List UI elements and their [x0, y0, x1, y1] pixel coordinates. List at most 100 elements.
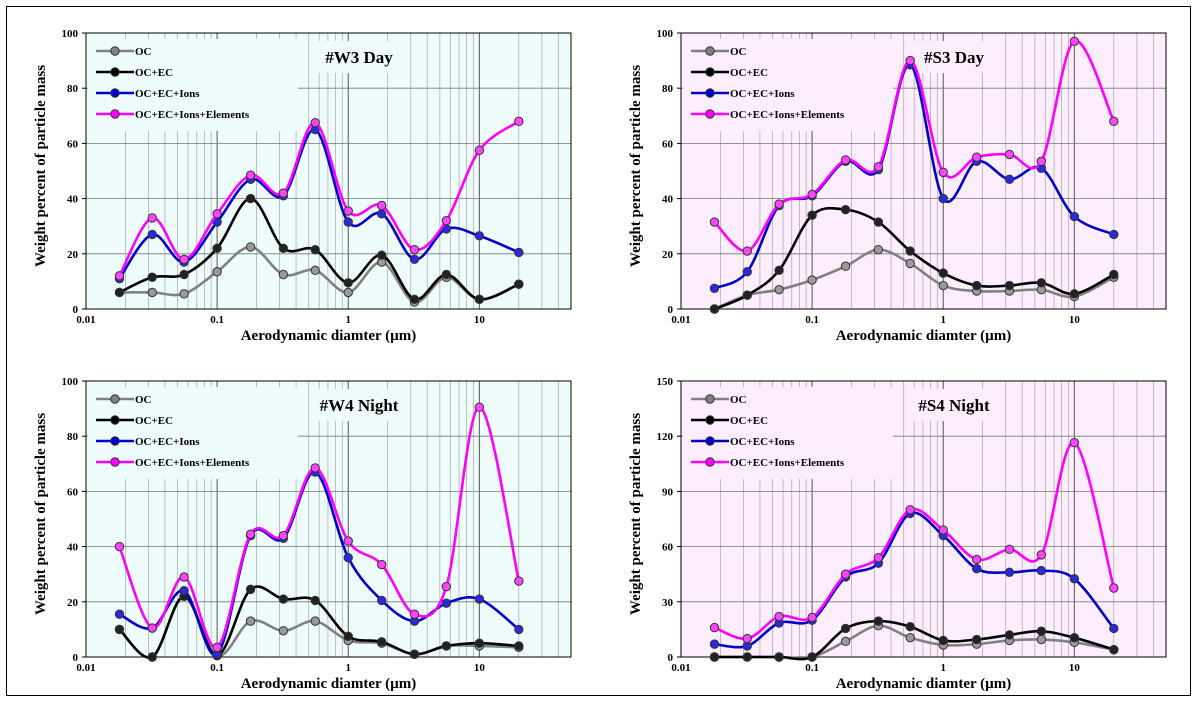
data-point [972, 554, 982, 565]
data-point [774, 199, 784, 209]
data-point [212, 209, 222, 219]
data-point [114, 271, 125, 281]
y-tick-label: 30 [662, 597, 674, 609]
data-point [343, 206, 353, 216]
data-point [114, 287, 125, 298]
data-point [1069, 36, 1080, 46]
data-point [840, 204, 851, 215]
data-point [709, 217, 720, 227]
chart-title-box: #W3 Day [311, 41, 408, 73]
data-point [742, 246, 752, 256]
data-point [310, 265, 320, 276]
data-point [245, 584, 256, 595]
data-point [972, 563, 982, 574]
data-point [514, 279, 524, 289]
data-point [1109, 644, 1119, 655]
data-point [514, 624, 524, 635]
legend-item: OC [691, 394, 747, 406]
y-tick-label: 60 [662, 138, 674, 150]
data-point [807, 612, 817, 623]
legend-background [683, 387, 893, 479]
legend-marker [110, 109, 120, 119]
data-point [742, 633, 752, 644]
data-point [310, 244, 320, 255]
data-point [343, 217, 353, 227]
legend-item: OC+EC+Ions+Elements [691, 457, 845, 469]
data-point [409, 294, 420, 305]
series-2 [114, 193, 524, 305]
x-tick-label: 1 [345, 662, 351, 674]
data-point [938, 193, 948, 204]
data-point [905, 246, 915, 256]
data-point [1036, 550, 1047, 560]
data-point [938, 268, 948, 278]
data-point [179, 269, 189, 280]
y-tick-label: 60 [662, 542, 674, 554]
data-point [972, 634, 982, 645]
y-tick-label: 20 [67, 597, 79, 609]
data-point [1036, 156, 1047, 167]
data-point [441, 581, 452, 592]
y-tick-label: 90 [662, 486, 674, 498]
data-point [807, 275, 817, 285]
data-point [147, 623, 157, 633]
data-point [938, 525, 948, 535]
x-tick-label: 10 [1069, 314, 1081, 326]
data-point [1109, 623, 1119, 634]
data-point [377, 559, 387, 570]
legend-marker [705, 88, 715, 98]
data-point [441, 269, 452, 280]
y-axis-label: Weight percent of particle mass [628, 65, 644, 267]
data-point [905, 621, 915, 632]
y-tick-label: 40 [67, 542, 79, 554]
data-point [1004, 174, 1015, 184]
x-axis-label: Aerodynamic diamter (µm) [836, 676, 1012, 692]
data-point [905, 505, 915, 515]
series-4 [709, 437, 1119, 644]
data-point [972, 280, 982, 291]
legend-label: OC [135, 46, 152, 58]
data-point [873, 162, 884, 172]
data-point [474, 231, 485, 241]
y-tick-label: 20 [662, 249, 674, 261]
chart-panel-2: 0 20 40 60 80 100 0.01 0.1 1 10 Aerodynamic diamte… [628, 28, 1167, 344]
plot-border [680, 32, 1167, 310]
data-point [514, 247, 524, 258]
data-point [114, 624, 125, 635]
legend-label: OC+EC [135, 415, 173, 427]
series-line [713, 39, 1115, 253]
legend-label: OC+EC+Ions [135, 436, 200, 448]
legend: OC OC+EC OC+EC+Ions OC+EC+Ions+Elements [683, 39, 893, 131]
y-tick-label: 0 [668, 304, 674, 316]
data-point [840, 623, 851, 634]
legend: OC OC+EC OC+EC+Ions OC+EC+Ions+Elements [88, 387, 298, 479]
data-point [147, 272, 157, 282]
y-tick-label: 80 [67, 431, 79, 443]
chart-panel-1: 0 20 40 60 80 100 0.01 0.1 1 10 Aerodynamic diamte… [33, 28, 572, 344]
series-2 [709, 616, 1119, 662]
data-point [840, 261, 851, 271]
data-point [840, 569, 851, 579]
legend-item: OC+EC [96, 67, 173, 79]
legend-marker [110, 67, 120, 77]
data-point [1069, 574, 1080, 584]
legend-label: OC [730, 394, 747, 406]
data-point [774, 652, 784, 662]
x-tick-label: 1 [345, 314, 351, 326]
plot-border [85, 32, 572, 310]
legend-marker [705, 436, 715, 446]
y-tick-label: 20 [67, 249, 79, 261]
data-point [147, 652, 157, 662]
data-point [1036, 626, 1047, 636]
y-tick-label: 60 [67, 138, 79, 150]
legend-marker [110, 415, 120, 425]
data-point [1109, 116, 1119, 127]
data-point [709, 304, 720, 314]
legend-marker [705, 394, 715, 404]
x-tick-label: 0.1 [210, 662, 224, 674]
data-point [709, 639, 720, 649]
legend-label: OC+EC [730, 415, 768, 427]
x-tick-label: 1 [940, 314, 946, 326]
data-point [972, 152, 982, 162]
data-point [873, 244, 884, 255]
